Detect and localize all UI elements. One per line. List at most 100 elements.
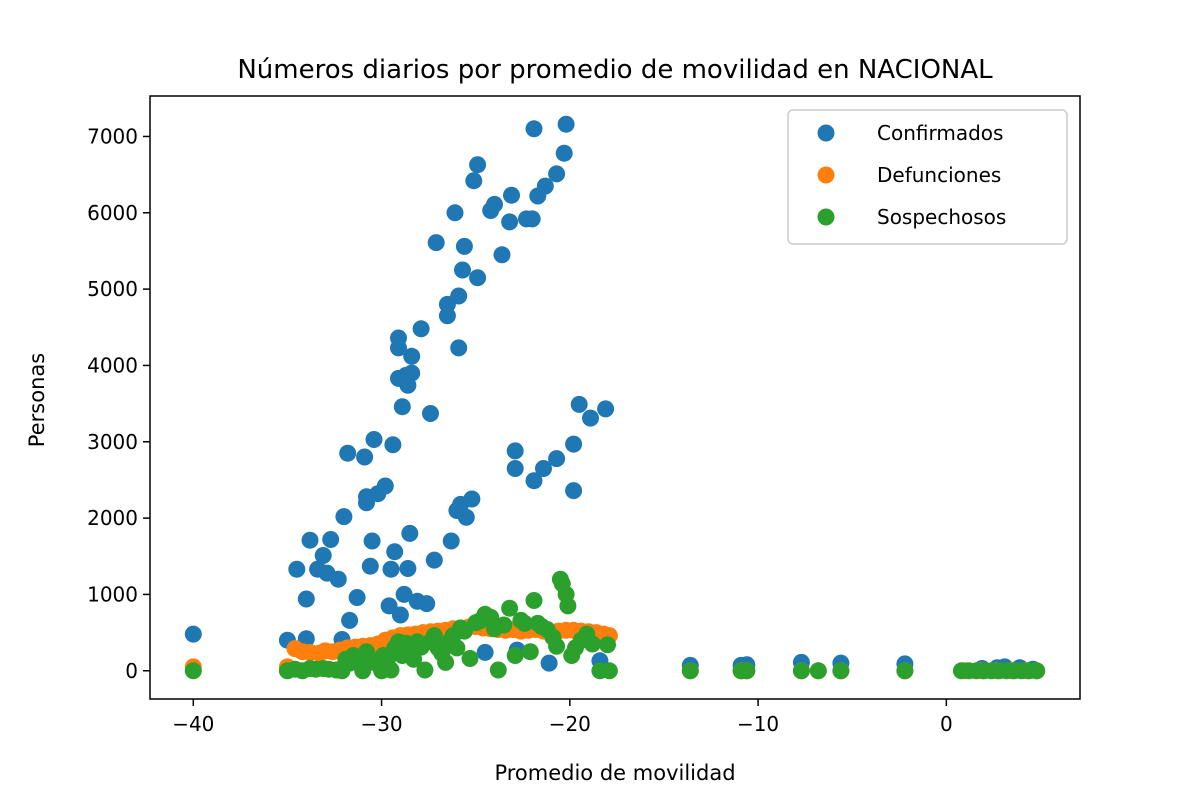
data-point bbox=[455, 237, 473, 255]
data-point bbox=[361, 557, 379, 575]
data-point bbox=[437, 653, 455, 671]
data-point bbox=[525, 120, 543, 138]
y-axis-label: Personas bbox=[25, 353, 49, 447]
data-point bbox=[540, 654, 558, 672]
data-point bbox=[493, 246, 511, 264]
data-point bbox=[548, 165, 566, 183]
data-point bbox=[390, 339, 407, 357]
data-point bbox=[184, 625, 202, 643]
data-point bbox=[469, 269, 487, 287]
data-point bbox=[301, 531, 319, 549]
y-axis-ticks: 0 1000 2000 3000 4000 5000 6000 7000 bbox=[87, 124, 150, 683]
data-point bbox=[565, 482, 583, 500]
y-tick-label: 7000 bbox=[87, 124, 138, 148]
data-point bbox=[401, 524, 419, 542]
data-point bbox=[548, 450, 566, 468]
x-tick-label: −10 bbox=[737, 712, 779, 736]
data-point bbox=[446, 204, 464, 222]
x-axis-ticks: −40 −30 −20 −10 0 bbox=[172, 699, 953, 736]
data-point bbox=[403, 364, 421, 382]
data-point bbox=[896, 662, 914, 680]
data-point bbox=[463, 490, 481, 508]
data-point bbox=[448, 639, 466, 657]
data-point bbox=[405, 650, 423, 668]
legend-label: Sospechosos bbox=[877, 205, 1006, 229]
data-point bbox=[442, 532, 460, 550]
data-point bbox=[523, 210, 541, 228]
y-tick-label: 0 bbox=[125, 659, 138, 683]
data-point bbox=[382, 661, 400, 679]
data-point bbox=[425, 551, 443, 569]
data-point bbox=[341, 611, 359, 629]
data-point bbox=[416, 661, 434, 679]
data-point bbox=[555, 144, 573, 162]
data-point bbox=[565, 435, 583, 453]
data-point bbox=[1028, 662, 1046, 680]
data-point bbox=[521, 643, 539, 661]
data-point bbox=[399, 560, 417, 577]
data-point bbox=[516, 614, 534, 632]
data-point bbox=[422, 405, 439, 422]
legend-marker bbox=[817, 166, 835, 184]
data-point bbox=[382, 560, 400, 578]
legend-box bbox=[787, 109, 1068, 245]
data-point bbox=[536, 177, 554, 195]
y-tick-label: 6000 bbox=[87, 201, 138, 225]
data-point bbox=[363, 532, 381, 550]
data-point bbox=[738, 662, 756, 680]
data-point bbox=[792, 662, 810, 680]
legend: Confirmados Defunciones Sospechosos bbox=[787, 109, 1068, 245]
points-layer bbox=[184, 115, 1046, 680]
y-tick-label: 4000 bbox=[87, 353, 138, 377]
data-point bbox=[506, 460, 524, 477]
data-point bbox=[356, 448, 374, 466]
plot-frame bbox=[149, 95, 1081, 700]
data-point bbox=[322, 531, 340, 548]
chart-title: Números diarios por promedio de movilida… bbox=[237, 55, 993, 85]
data-point bbox=[535, 460, 552, 477]
x-tick-label: −30 bbox=[360, 712, 402, 736]
data-point bbox=[582, 409, 599, 427]
data-point bbox=[501, 213, 519, 231]
data-point bbox=[395, 585, 413, 603]
data-point bbox=[570, 395, 588, 413]
data-point bbox=[386, 543, 404, 561]
data-point bbox=[465, 172, 483, 190]
data-point bbox=[450, 339, 468, 357]
data-point bbox=[506, 647, 524, 664]
data-point bbox=[335, 508, 353, 526]
data-point bbox=[461, 650, 479, 667]
data-point bbox=[809, 662, 827, 680]
data-point bbox=[501, 599, 519, 617]
data-point bbox=[329, 570, 347, 588]
data-point bbox=[557, 115, 575, 133]
series-sospechosos bbox=[184, 570, 1046, 680]
data-point bbox=[599, 636, 616, 654]
data-point bbox=[559, 597, 577, 615]
data-point bbox=[384, 436, 402, 454]
legend-label: Confirmados bbox=[877, 121, 1003, 145]
x-tick-label: −20 bbox=[549, 712, 591, 736]
x-axis-label: Promedio de movilidad bbox=[494, 761, 735, 785]
legend-marker bbox=[817, 124, 835, 142]
data-point bbox=[297, 590, 315, 608]
data-point bbox=[583, 635, 601, 653]
data-point bbox=[297, 630, 315, 648]
x-tick-label: 0 bbox=[940, 712, 953, 736]
data-point bbox=[506, 442, 524, 460]
legend-label: Defunciones bbox=[877, 163, 1001, 187]
data-point bbox=[376, 477, 394, 495]
data-point bbox=[365, 431, 383, 448]
data-point bbox=[184, 662, 202, 680]
data-point bbox=[427, 234, 445, 252]
data-point bbox=[469, 156, 487, 174]
data-point bbox=[403, 347, 421, 365]
data-point bbox=[438, 307, 456, 325]
y-tick-label: 1000 bbox=[87, 582, 138, 606]
y-tick-label: 2000 bbox=[87, 506, 138, 530]
data-point bbox=[486, 195, 503, 213]
data-point bbox=[525, 472, 543, 490]
data-point bbox=[476, 643, 494, 661]
data-point bbox=[525, 592, 543, 609]
